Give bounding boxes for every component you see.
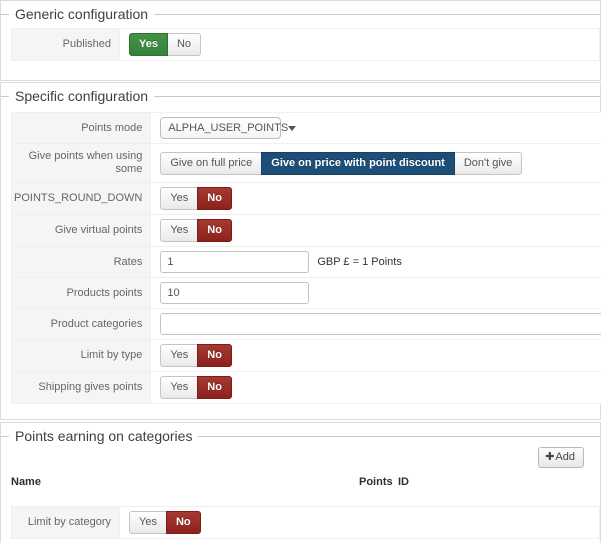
published-no-button[interactable]: No [166, 33, 202, 56]
give-on-full-price-button[interactable]: Give on full price [160, 151, 263, 175]
points-round-down-no-button[interactable]: No [197, 187, 232, 210]
plus-icon: ✚ [545, 450, 555, 463]
give-virtual-points-yes-button[interactable]: Yes [160, 219, 199, 242]
caret-down-icon [288, 125, 297, 131]
panel-specific-configuration: Specific configuration Points mode ALPHA… [0, 82, 601, 420]
give-virtual-points-no-button[interactable]: No [197, 219, 232, 242]
limit-by-type-no-button[interactable]: No [197, 344, 232, 367]
limit-by-category-row: Limit by category Yes No [11, 506, 600, 539]
products-points-input[interactable] [160, 282, 310, 304]
give-on-price-with-discount-button[interactable]: Give on price with point discount [261, 151, 455, 175]
give-virtual-points-label: Give virtual points [10, 214, 152, 247]
section-title-categories: Points earning on categories [9, 428, 199, 444]
rates-label: Rates [10, 246, 152, 278]
categories-table-header-row: Name Points ID [11, 476, 600, 488]
fieldset-divider: Points earning on categories [1, 428, 600, 444]
limit-by-category-yes-button[interactable]: Yes [129, 511, 167, 534]
column-header-points: Points [359, 476, 393, 488]
shipping-gives-points-no-button[interactable]: No [197, 376, 232, 399]
points-mode-row: Points mode ALPHA_USER_POINTS [10, 112, 601, 144]
give-virtual-points-row: Give virtual points Yes No [10, 214, 601, 247]
limit-by-category-label: Limit by category [11, 506, 120, 539]
limit-by-type-label: Limit by type [10, 339, 152, 372]
add-button[interactable]: ✚ Add [538, 447, 584, 468]
limit-by-type-yes-button[interactable]: Yes [160, 344, 199, 367]
points-round-down-label: POINTS_ROUND_DOWN [10, 182, 152, 215]
points-round-down-row: POINTS_ROUND_DOWN Yes No [10, 182, 601, 215]
shipping-gives-points-label: Shipping gives points [10, 371, 152, 404]
limit-by-category-toggle: Yes No [129, 511, 201, 534]
panel-generic-configuration: Generic configuration Published Yes No [0, 0, 601, 81]
give-points-button-group: Give on full price Give on price with po… [160, 151, 523, 175]
shipping-gives-points-row: Shipping gives points Yes No [10, 371, 601, 404]
fieldset-divider: Generic configuration [1, 6, 600, 22]
published-row: Published Yes No [11, 28, 600, 61]
product-categories-row: Product categories [10, 308, 601, 340]
points-round-down-toggle: Yes No [160, 187, 232, 210]
products-points-row: Products points [10, 277, 601, 309]
limit-by-type-row: Limit by type Yes No [10, 339, 601, 372]
shipping-gives-points-yes-button[interactable]: Yes [160, 376, 199, 399]
published-toggle: Yes No [129, 33, 202, 56]
shipping-gives-points-toggle: Yes No [160, 376, 232, 399]
fieldset-divider: Specific configuration [1, 88, 600, 104]
points-mode-select[interactable]: ALPHA_USER_POINTS [160, 117, 297, 139]
section-title-generic: Generic configuration [9, 6, 155, 22]
give-points-row: Give points when using some Give on full… [10, 143, 601, 183]
limit-by-category-no-button[interactable]: No [165, 511, 201, 534]
limit-by-type-toggle: Yes No [160, 344, 232, 367]
section-title-specific: Specific configuration [9, 88, 155, 104]
panel-points-earning-on-categories: Points earning on categories ✚ Add Name P… [0, 422, 601, 543]
published-label: Published [11, 28, 120, 61]
column-header-name: Name [11, 476, 41, 488]
rates-row: Rates GBP £ = 1 Points [10, 246, 601, 278]
points-mode-selected-value: ALPHA_USER_POINTS [168, 122, 289, 134]
add-button-label: Add [555, 451, 575, 463]
rates-suffix: GBP £ = 1 Points [317, 256, 402, 268]
product-categories-label: Product categories [10, 308, 152, 340]
product-categories-input[interactable] [160, 313, 601, 335]
column-header-id: ID [398, 476, 409, 488]
give-virtual-points-toggle: Yes No [160, 219, 232, 242]
published-yes-button[interactable]: Yes [129, 33, 168, 56]
points-mode-label: Points mode [10, 112, 152, 144]
points-round-down-yes-button[interactable]: Yes [160, 187, 199, 210]
rates-input[interactable] [160, 251, 310, 273]
products-points-label: Products points [10, 277, 152, 309]
dont-give-button[interactable]: Don't give [453, 151, 523, 175]
give-points-label: Give points when using some [10, 143, 152, 183]
